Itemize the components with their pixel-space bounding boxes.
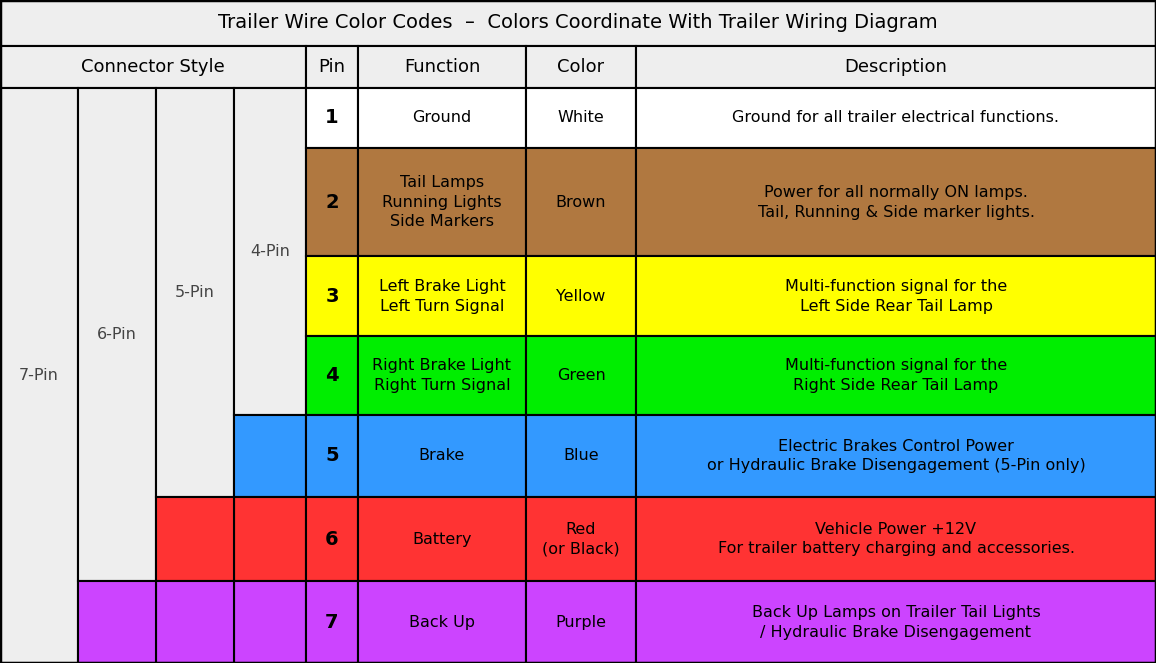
Text: Tail Lamps
Running Lights
Side Markers: Tail Lamps Running Lights Side Markers [383,175,502,229]
Text: Vehicle Power +12V
For trailer battery charging and accessories.: Vehicle Power +12V For trailer battery c… [718,522,1074,556]
Bar [306,415,358,497]
Bar [77,88,156,581]
Bar [526,497,636,581]
Bar [636,257,1156,336]
Text: Description: Description [845,58,948,76]
Text: White: White [557,111,605,125]
Text: Trailer Wire Color Codes  –  Colors Coordinate With Trailer Wiring Diagram: Trailer Wire Color Codes – Colors Coordi… [218,13,938,32]
Text: Back Up: Back Up [409,615,475,630]
Text: 6: 6 [325,530,339,548]
Text: Function: Function [403,58,480,76]
Text: Brown: Brown [556,195,606,210]
Text: Color: Color [557,58,605,76]
Bar [358,415,526,497]
Bar [526,336,636,415]
Bar [526,46,636,88]
Bar [0,46,306,88]
Text: Purple: Purple [556,615,607,630]
Bar [358,581,526,663]
Text: Left Brake Light
Left Turn Signal: Left Brake Light Left Turn Signal [379,278,505,314]
Text: 3: 3 [325,286,339,306]
Bar [636,497,1156,581]
Text: 6-Pin: 6-Pin [97,328,136,342]
Bar [358,497,526,581]
Bar [636,46,1156,88]
Bar [358,257,526,336]
Bar [0,88,77,663]
Bar [306,581,358,663]
Bar [636,336,1156,415]
Bar [636,415,1156,497]
Text: Right Brake Light
Right Turn Signal: Right Brake Light Right Turn Signal [372,358,511,393]
Text: 2: 2 [325,193,339,211]
Text: Ground: Ground [413,111,472,125]
Bar [526,581,636,663]
Bar [306,46,358,88]
Bar [156,88,234,497]
Text: Yellow: Yellow [556,288,606,304]
Bar [306,257,358,336]
Bar [156,581,234,663]
Bar [306,148,358,257]
Bar [234,415,306,497]
Bar [358,46,526,88]
Text: 5-Pin: 5-Pin [175,285,215,300]
Text: Connector Style: Connector Style [81,58,225,76]
Text: 7: 7 [325,613,339,632]
Text: Red
(or Black): Red (or Black) [542,522,620,556]
Text: Battery: Battery [413,532,472,546]
Bar [234,581,306,663]
Text: 5: 5 [325,446,339,465]
Bar [234,497,306,581]
Text: Multi-function signal for the
Left Side Rear Tail Lamp: Multi-function signal for the Left Side … [785,278,1007,314]
Text: Green: Green [557,368,606,383]
Bar [306,88,358,148]
Bar [526,257,636,336]
Bar [77,581,156,663]
Text: Back Up Lamps on Trailer Tail Lights
/ Hydraulic Brake Disengagement: Back Up Lamps on Trailer Tail Lights / H… [751,605,1040,640]
Bar [156,497,234,581]
Text: Blue: Blue [563,448,599,463]
Text: Electric Brakes Control Power
or Hydraulic Brake Disengagement (5-Pin only): Electric Brakes Control Power or Hydraul… [706,438,1085,473]
Bar [0,0,1156,46]
Text: 4: 4 [325,366,339,385]
Text: Power for all normally ON lamps.
Tail, Running & Side marker lights.: Power for all normally ON lamps. Tail, R… [757,185,1035,219]
Text: Pin: Pin [319,58,346,76]
Bar [526,415,636,497]
Text: Multi-function signal for the
Right Side Rear Tail Lamp: Multi-function signal for the Right Side… [785,358,1007,393]
Text: 1: 1 [325,108,339,127]
Bar [636,581,1156,663]
Text: Brake: Brake [418,448,465,463]
Bar [526,148,636,257]
Bar [636,148,1156,257]
Bar [358,148,526,257]
Bar [358,336,526,415]
Bar [234,88,306,415]
Bar [358,88,526,148]
Text: Ground for all trailer electrical functions.: Ground for all trailer electrical functi… [733,111,1060,125]
Bar [636,88,1156,148]
Text: 7-Pin: 7-Pin [18,368,59,383]
Bar [306,497,358,581]
Bar [306,336,358,415]
Text: 4-Pin: 4-Pin [250,244,290,259]
Bar [526,88,636,148]
